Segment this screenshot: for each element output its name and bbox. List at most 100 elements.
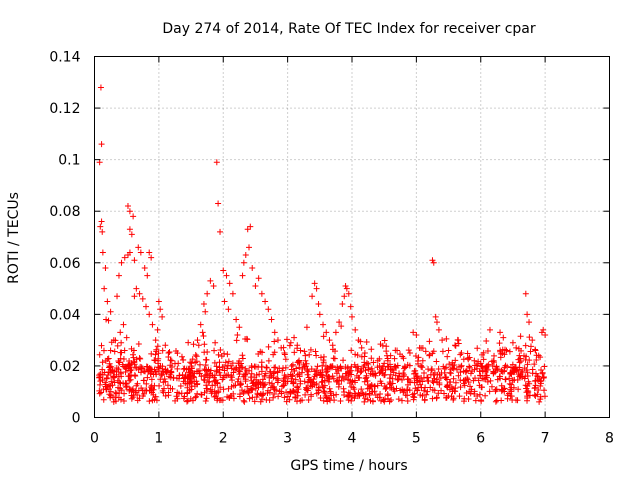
data-point: [466, 363, 473, 370]
data-point: [376, 355, 383, 362]
data-point: [482, 376, 489, 383]
data-point: [121, 390, 128, 397]
data-point: [474, 345, 481, 352]
data-point: [146, 398, 153, 405]
data-point: [106, 391, 113, 398]
data-point: [358, 344, 365, 351]
data-point: [216, 359, 223, 366]
data-point: [315, 369, 322, 376]
data-point: [146, 249, 153, 256]
data-point: [136, 290, 143, 297]
data-point: [538, 367, 545, 374]
data-point: [463, 367, 470, 374]
data-point: [289, 361, 296, 368]
data-point: [399, 353, 406, 360]
data-point: [443, 364, 449, 371]
data-point: [501, 351, 508, 358]
data-point: [155, 364, 162, 371]
data-point: [452, 379, 459, 386]
data-point: [429, 257, 436, 264]
data-point: [124, 203, 131, 210]
data-point: [240, 397, 247, 404]
data-point: [368, 388, 375, 395]
data-point: [443, 335, 450, 342]
data-point: [452, 342, 458, 349]
data-point: [180, 395, 187, 402]
data-point: [348, 371, 355, 378]
data-point: [237, 380, 244, 387]
data-point: [500, 334, 507, 341]
data-point: [200, 376, 207, 383]
data-point: [308, 366, 315, 373]
data-point: [511, 365, 518, 372]
axis-ticks: [94, 56, 610, 418]
data-point: [190, 341, 197, 348]
data-point: [148, 254, 155, 261]
data-point: [455, 372, 462, 379]
data-point: [517, 372, 524, 379]
data-point: [487, 377, 494, 384]
data-point: [174, 389, 181, 396]
data-point: [387, 366, 394, 373]
data-point: [153, 346, 160, 353]
x-tick-label: 7: [541, 431, 550, 447]
data-point: [424, 374, 431, 381]
data-point: [509, 339, 516, 346]
data-point: [211, 347, 218, 354]
data-point: [524, 361, 531, 368]
data-point: [290, 387, 297, 394]
data-point: [240, 390, 247, 397]
data-point: [349, 394, 356, 401]
data-point: [219, 397, 226, 404]
data-point: [188, 360, 195, 367]
data-point: [274, 337, 281, 344]
data-point: [483, 337, 490, 344]
data-point: [352, 392, 359, 399]
data-point: [415, 354, 422, 361]
data-point: [295, 358, 302, 365]
data-point: [301, 348, 308, 355]
data-point: [126, 226, 133, 233]
data-point: [341, 389, 348, 396]
data-point: [392, 372, 399, 379]
data-point: [501, 385, 508, 392]
data-point: [419, 378, 426, 385]
data-point: [337, 397, 344, 404]
data-point: [273, 375, 280, 382]
data-point: [311, 368, 318, 375]
data-point: [526, 357, 533, 364]
data-point: [115, 358, 122, 365]
data-point: [99, 249, 106, 256]
data-point: [210, 282, 217, 289]
data-point: [185, 339, 192, 346]
data-point: [444, 384, 451, 391]
data-point: [352, 326, 359, 333]
data-point: [435, 366, 442, 373]
data-point: [156, 382, 163, 389]
data-point: [402, 364, 409, 371]
data-point: [105, 317, 112, 324]
data-point: [117, 349, 124, 356]
data-point: [534, 391, 541, 398]
data-point: [97, 223, 104, 230]
data-point: [254, 391, 261, 398]
data-point: [130, 213, 137, 220]
data-point: [153, 371, 160, 378]
data-point: [320, 333, 327, 340]
data-point: [321, 388, 328, 395]
data-point: [331, 397, 338, 404]
data-point: [366, 385, 373, 392]
data-point: [267, 384, 274, 391]
data-point: [165, 353, 172, 360]
data-point: [189, 356, 196, 363]
data-point: [288, 378, 295, 385]
data-point: [486, 388, 493, 395]
data-point: [399, 386, 406, 393]
data-point: [466, 364, 473, 371]
data-point: [355, 374, 362, 381]
data-point: [422, 348, 429, 355]
data-point: [98, 342, 105, 349]
data-point: [247, 223, 254, 230]
data-point: [466, 354, 473, 361]
data-point: [241, 388, 248, 395]
